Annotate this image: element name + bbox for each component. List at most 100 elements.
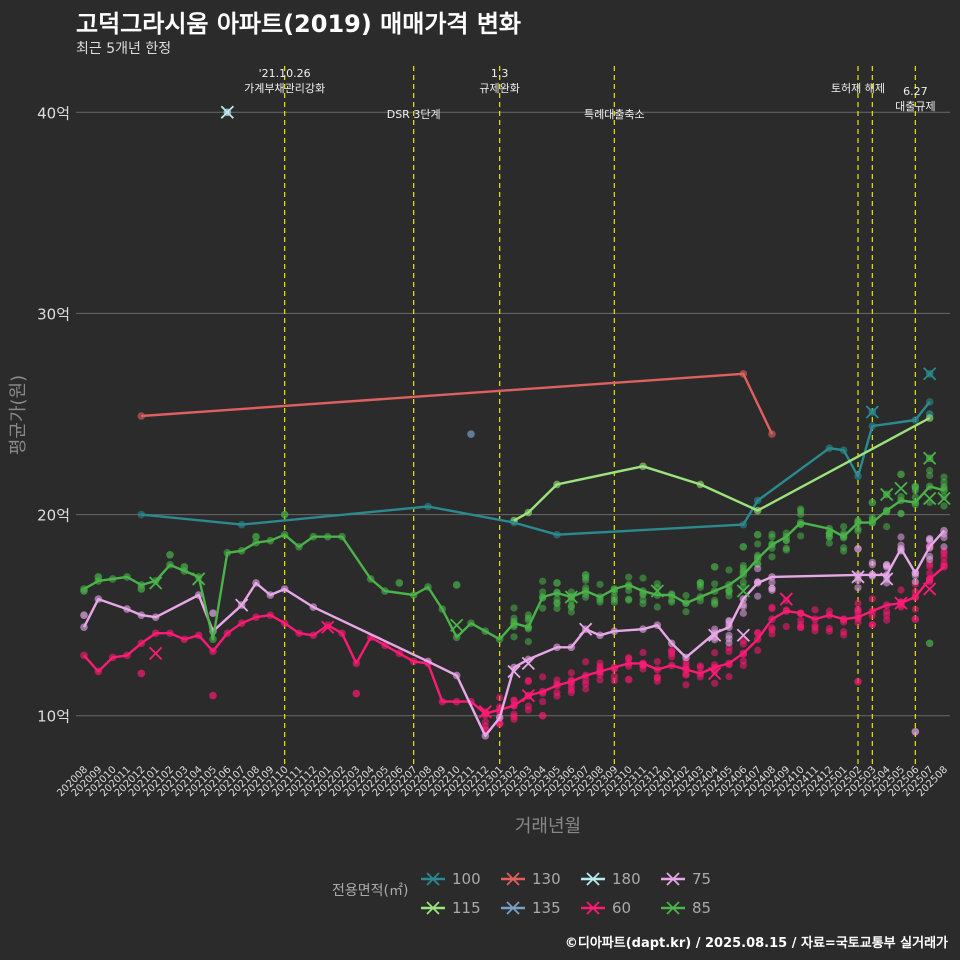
- scatter-point: [782, 544, 790, 552]
- scatter-point: [510, 604, 518, 612]
- series-line: [83, 485, 945, 641]
- scatter-point: [567, 689, 575, 697]
- legend-item: 75: [660, 866, 711, 892]
- scatter-point: [539, 577, 547, 585]
- chart-title: 고덕그라시움 아파트(2019) 매매가격 변화: [76, 10, 521, 38]
- scatter-point: [553, 676, 561, 684]
- scatter-point: [825, 539, 833, 547]
- scatter-point: [639, 596, 647, 604]
- series-point: [854, 677, 862, 686]
- series-point: [395, 579, 404, 587]
- scatter-point: [539, 673, 547, 681]
- scatter-point: [711, 599, 719, 607]
- scatter-point: [926, 534, 934, 543]
- scatter-point: [696, 583, 704, 591]
- scatter-point: [510, 633, 518, 641]
- scatter-point: [739, 609, 747, 617]
- scatter-point: [639, 648, 647, 657]
- legend-key-icon: [661, 872, 685, 886]
- x-mark: [736, 628, 750, 642]
- legend-title: 전용면적(㎡): [332, 883, 409, 899]
- scatter-point: [768, 553, 776, 561]
- scatter-point: [926, 471, 934, 480]
- scatter-point: [696, 662, 704, 670]
- series-point: [467, 430, 475, 438]
- legend-label: 115: [452, 899, 481, 917]
- series-point: [911, 482, 920, 491]
- x-mark: [478, 705, 492, 719]
- scatter-point: [868, 513, 876, 522]
- series-point: [868, 498, 877, 507]
- series-point: [137, 585, 146, 593]
- x-mark: [851, 570, 865, 584]
- scatter-point: [754, 646, 762, 655]
- legend-item: 180: [580, 866, 641, 892]
- y-tick-label: 20억: [37, 507, 70, 525]
- series-point: [940, 486, 948, 495]
- x-mark: [865, 405, 879, 419]
- scatter-point: [625, 595, 633, 603]
- scatter-point: [725, 647, 733, 656]
- y-axis-title: 평균가(원): [8, 375, 29, 455]
- x-mark: [937, 491, 951, 506]
- legend-label: 100: [452, 870, 481, 888]
- series-point: [581, 571, 590, 579]
- scatter-point: [653, 603, 661, 611]
- scatter-point: [854, 599, 862, 607]
- scatter-point: [711, 649, 719, 657]
- x-mark: [650, 584, 664, 598]
- legend-label: 60: [612, 899, 632, 917]
- scatter-point: [524, 676, 532, 685]
- x-mark: [736, 584, 750, 598]
- scatter-point: [725, 673, 733, 681]
- legend-label: 75: [692, 870, 712, 888]
- scatter-point: [797, 532, 805, 540]
- chart-subtitle: 최근 5개년 한정: [76, 41, 172, 57]
- legend-item: 85: [660, 895, 711, 921]
- series-line: [83, 565, 945, 715]
- legend-key-icon: [421, 872, 445, 886]
- scatter-point: [768, 604, 776, 613]
- scatter-point: [868, 558, 876, 566]
- legend-item: 130: [500, 866, 561, 892]
- scatter-point: [553, 604, 561, 613]
- scatter-point: [897, 533, 905, 541]
- series-point: [710, 563, 719, 571]
- y-tick-label: 30억: [37, 305, 70, 323]
- scatter-point: [911, 605, 919, 613]
- scatter-point: [797, 616, 805, 624]
- scatter-point: [524, 611, 532, 619]
- event-label: 6.27: [903, 85, 928, 98]
- scatter-point: [567, 683, 575, 691]
- scatter-point: [711, 580, 719, 588]
- scatter-point: [797, 507, 805, 515]
- scatter-point: [825, 624, 833, 633]
- scatter-point: [625, 573, 633, 581]
- scatter-point: [854, 584, 862, 592]
- series-point: [166, 551, 174, 559]
- series-point: [209, 609, 217, 617]
- scatter-point: [754, 565, 762, 573]
- legend-key-icon: [581, 872, 605, 886]
- scatter-point: [668, 648, 676, 656]
- series-point: [553, 579, 561, 587]
- scatter-point: [610, 677, 618, 685]
- scatter-point: [926, 555, 934, 564]
- x-mark: [579, 622, 593, 636]
- scatter-point: [940, 502, 948, 510]
- series-line: [141, 401, 931, 536]
- event-label: 토허제 해제: [831, 81, 885, 95]
- legend-label: 180: [612, 870, 641, 888]
- scatter-point: [539, 697, 547, 706]
- x-axis-title: 거래년월: [515, 816, 581, 837]
- scatter-point: [883, 616, 891, 624]
- series-point: [80, 611, 88, 619]
- series-line: [82, 529, 945, 737]
- scatter-point: [897, 586, 905, 594]
- series-point: [538, 711, 547, 720]
- legend-key-icon: [501, 872, 525, 886]
- series-point: [882, 561, 891, 569]
- x-mark: [708, 628, 722, 642]
- scatter-point: [510, 713, 518, 721]
- scatter-point: [739, 637, 747, 645]
